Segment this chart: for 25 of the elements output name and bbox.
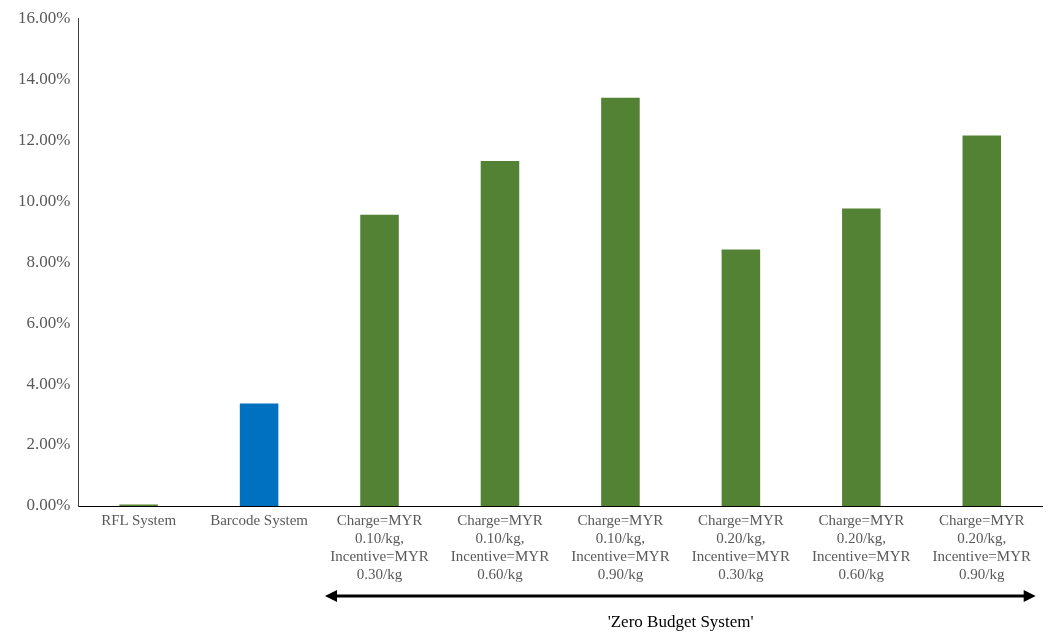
y-tick-label: 12.00%: [17, 129, 71, 149]
x-tick-label: Charge=MYR 0.10/kg, Incentive=MYR 0.60/kg: [450, 511, 550, 582]
x-tick-label: Charge=MYR 0.10/kg, Incentive=MYR 0.30/kg: [330, 511, 429, 582]
x-tick-label: Charge=MYR 0.20/kg, Incentive=MYR 0.60/kg: [812, 511, 911, 582]
y-tick-label: 6.00%: [26, 312, 71, 332]
bar: [842, 208, 881, 506]
y-tick-label: 0.00%: [26, 495, 71, 515]
bar: [962, 135, 1002, 506]
y-tick-label: 2.00%: [26, 434, 71, 454]
y-tick-label: 16.00%: [17, 7, 71, 27]
bar: [480, 160, 520, 506]
x-tick-label: Charge=MYR 0.20/kg, Incentive=MYR 0.90/kg: [932, 511, 1031, 582]
bar: [601, 97, 640, 506]
x-tick-label: Charge=MYR 0.10/kg, Incentive=MYR 0.90/kg: [571, 511, 670, 582]
y-tick-label: 4.00%: [26, 373, 71, 393]
y-tick-label: 14.00%: [17, 68, 71, 88]
text: 'Zero Budget System': [607, 612, 754, 631]
y-tick-label: 8.00%: [26, 251, 71, 271]
bar: [360, 214, 399, 506]
x-tick-label: RFL System: [101, 511, 177, 528]
x-tick-label: Charge=MYR 0.20/kg, Incentive=MYR 0.30/kg: [691, 511, 791, 582]
x-tick-label: Barcode System: [210, 511, 309, 528]
bar: [721, 249, 761, 506]
y-tick-label: 10.00%: [17, 190, 71, 210]
bar: [239, 403, 279, 506]
